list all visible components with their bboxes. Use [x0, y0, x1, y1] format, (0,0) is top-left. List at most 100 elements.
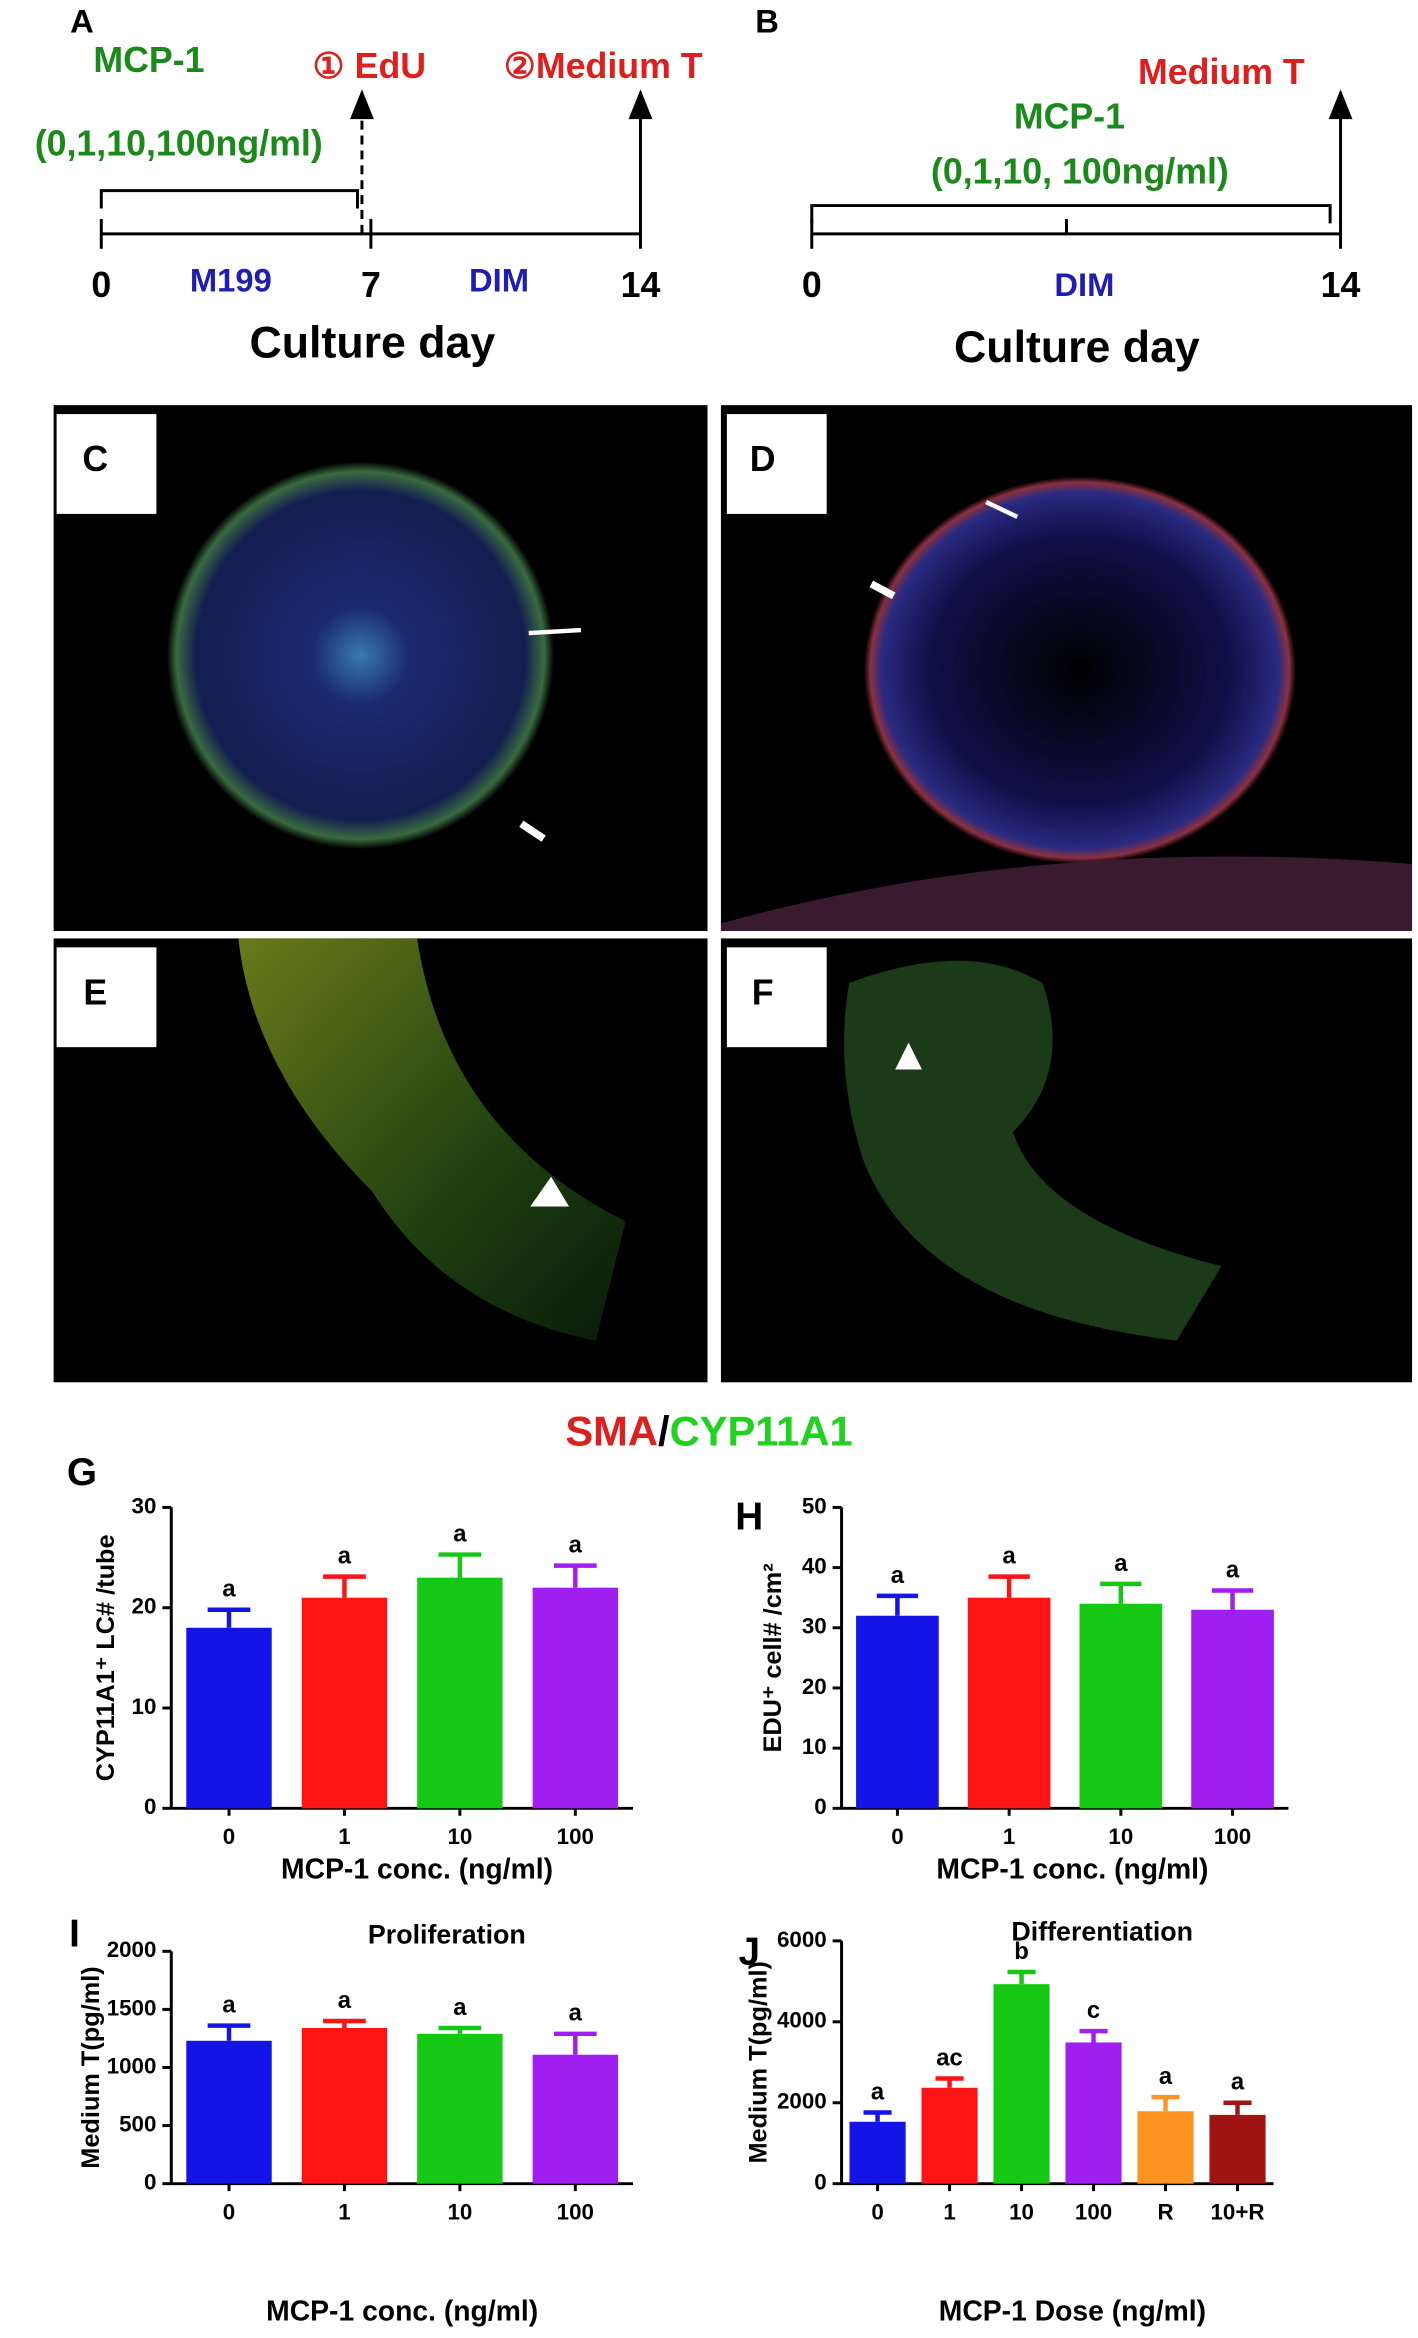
panel-label: B [755, 2, 779, 39]
x-tick-label: 0 [891, 1824, 903, 1849]
label-box [726, 947, 827, 1048]
panel-label: D [750, 439, 776, 479]
bar [967, 1597, 1051, 1809]
bar [856, 1615, 939, 1809]
arrow-head [350, 89, 374, 120]
panel-label: G [67, 1451, 97, 1494]
x-tick-label: R [1157, 2199, 1173, 2224]
x-axis-label: MCP-1 conc. (ng/ml) [281, 1852, 553, 1884]
error-bar [863, 2110, 892, 2122]
x-tick-label: 10 [1009, 2199, 1034, 2224]
x-tick-label: 10 [447, 1824, 472, 1849]
y-tick-label: 10 [802, 1734, 827, 1759]
x-tick-label: 100 [1214, 1824, 1251, 1849]
y-tick-label: 0 [814, 1794, 826, 1819]
bracket [99, 189, 359, 209]
arrow-head [1328, 89, 1353, 120]
panel-label: H [735, 1496, 763, 1539]
bar [921, 2087, 978, 2184]
doses: (0,1,10, 100ng/ml) [931, 152, 1229, 192]
significance-letter: a [1003, 1543, 1017, 1570]
significance-letter: a [569, 2000, 583, 2027]
x-tick-label: 0 [871, 2199, 883, 2224]
error-bar [207, 2023, 251, 2041]
bar [1209, 2114, 1266, 2184]
panel-label: C [82, 439, 108, 479]
tissue [720, 856, 1413, 931]
arrow [519, 820, 546, 842]
error-bar [1211, 1588, 1254, 1610]
day-label: 0 [91, 265, 111, 305]
chart-title: Differentiation [1011, 1917, 1193, 1947]
error-bar [553, 1563, 597, 1588]
x-axis-label: MCP-1 conc. (ng/ml) [266, 2295, 538, 2327]
endpoint: Medium T [1138, 52, 1305, 92]
medium-label: DIM [469, 262, 529, 299]
tubule [844, 960, 1222, 1341]
y-tick-label: 500 [119, 2111, 156, 2136]
x-tick-label: 10+R [1211, 2199, 1265, 2224]
x-tick-label: 0 [223, 1824, 235, 1849]
y-tick-label: 1000 [107, 2053, 157, 2078]
error-bar [438, 1552, 482, 1578]
significance-letter: a [1226, 1556, 1240, 1583]
x-tick-label: 1 [943, 2199, 955, 2224]
y-tick-label: 20 [132, 1594, 157, 1619]
stain-part: / [658, 1407, 670, 1454]
arrow [985, 499, 1019, 519]
bar [1065, 2042, 1122, 2184]
error-bar [1079, 2028, 1108, 2043]
y-axis-label: Medium T(pg/ml) [77, 1966, 105, 2168]
y-axis-label: EDU⁺ cell# /cm² [759, 1563, 787, 1752]
significance-letter: a [222, 1576, 236, 1603]
significance-letter: a [338, 1543, 352, 1570]
error-bar [207, 1607, 251, 1628]
error-bar [1100, 1581, 1142, 1604]
x-tick-label: 1 [1003, 1824, 1015, 1849]
x-tick-label: 10 [1108, 1824, 1133, 1849]
y-axis-label: Medium T(pg/ml) [744, 1961, 772, 2163]
arrowhead-marker [530, 1176, 569, 1207]
chart-title: Proliferation [368, 1919, 526, 1949]
arrow-head [628, 89, 653, 120]
x-axis-label: MCP-1 Dose (ng/ml) [939, 2295, 1206, 2327]
day-label: 14 [1321, 265, 1361, 305]
y-axis-label: CYP11A1⁺ LC# /tube [92, 1534, 120, 1781]
x-tick-label: 10 [447, 2199, 472, 2224]
bar [993, 1984, 1050, 2184]
y-tick-label: 2000 [777, 2089, 827, 2114]
x-tick-label: 100 [557, 1824, 594, 1849]
error-bar [1223, 2100, 1252, 2115]
significance-letter: a [338, 1987, 352, 2014]
bar [1191, 1609, 1274, 1809]
significance-letter: a [1114, 1550, 1128, 1577]
label-box [726, 414, 827, 514]
bar [1079, 1603, 1163, 1809]
day-label: 7 [361, 265, 381, 305]
error-bar [935, 2076, 964, 2088]
significance-letter: a [569, 1532, 583, 1559]
bar [186, 1627, 272, 1809]
significance-letter: a [1231, 2069, 1245, 2096]
bar [532, 2054, 619, 2184]
y-tick-label: 0 [144, 2170, 156, 2195]
x-tick-label: 1 [338, 2199, 350, 2224]
panel-label: F [752, 972, 774, 1012]
significance-letter: ac [936, 2044, 963, 2071]
bar [417, 2033, 503, 2184]
axis-label: Culture day [954, 323, 1200, 372]
error-bar [1151, 2094, 1180, 2112]
significance-letter: a [453, 1520, 467, 1547]
y-tick-label: 6000 [777, 1927, 827, 1952]
stain-label: SMA/CYP11A1 [565, 1407, 852, 1454]
timeline-a: A MCP-1 (0,1,10,100ng/ml) ① EdU ②Medium … [35, 2, 703, 367]
tubule [238, 938, 626, 1341]
x-tick-label: 100 [1075, 2199, 1112, 2224]
y-tick-label: 1500 [107, 1995, 157, 2020]
y-tick-label: 20 [802, 1674, 827, 1699]
tubule [166, 461, 555, 850]
y-tick-label: 2000 [107, 1937, 157, 1962]
arrowhead-marker [895, 1042, 922, 1070]
error-bar [323, 2018, 366, 2028]
